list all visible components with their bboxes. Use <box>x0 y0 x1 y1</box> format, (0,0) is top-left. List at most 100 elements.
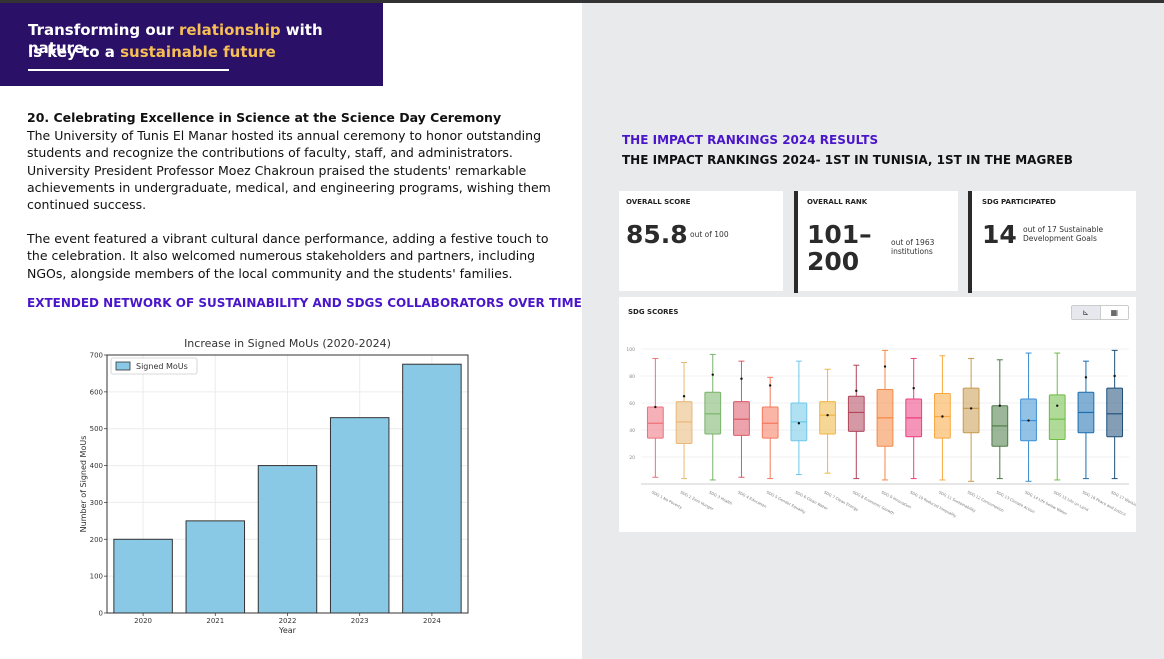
bar <box>113 538 173 614</box>
sdg-category-label: SDG 3 Health <box>708 489 733 506</box>
legend-swatch <box>115 361 131 371</box>
overall-rank-card: OVERALL RANK 101– 200 out of 1963 instit… <box>798 191 958 291</box>
y-tick-label: 400 <box>90 462 103 470</box>
y-tick-label: 500 <box>90 425 103 433</box>
x-tick-label: 2023 <box>351 617 369 625</box>
paragraph-line: The event featured a vibrant cultural da… <box>27 231 549 246</box>
sdg-participated-suffix-1: out of 17 Sustainable <box>1023 225 1104 234</box>
plot-frame <box>106 354 469 614</box>
sdg-box <box>1048 394 1066 440</box>
score-marker <box>826 413 829 417</box>
article-paragraph-2: The event featured a vibrant cultural da… <box>27 230 552 282</box>
banner-line-1: Transforming our relationship with natur… <box>28 21 383 57</box>
sdg-participated-value: 14 <box>982 220 1017 249</box>
sdg-box <box>962 387 980 434</box>
score-marker <box>1056 404 1059 407</box>
sdg-category-label: SDG 4 Education <box>737 489 768 509</box>
y-axis-label: Number of Signed MoUs <box>79 436 88 533</box>
score-marker <box>797 422 801 425</box>
score-marker <box>740 377 743 380</box>
chart-view-icon[interactable]: ⊾ <box>1072 306 1101 319</box>
x-tick-label: 2020 <box>134 617 152 625</box>
y-tick-label: 700 <box>90 352 103 360</box>
y-tick-label: 80 <box>629 374 635 380</box>
y-tick-label: 40 <box>629 428 635 434</box>
score-marker <box>1027 419 1030 422</box>
sdg-category-label: SDG 1 No Poverty <box>651 489 684 510</box>
sdg-participated-card: SDG PARTICIPATED 14 out of 17 Sustainabl… <box>972 191 1136 291</box>
y-tick-label: 200 <box>90 536 103 544</box>
banner-text: with nature <box>28 21 323 57</box>
impact-title: THE IMPACT RANKINGS 2024 RESULTS <box>622 133 879 147</box>
mou-bar-chart: Increase in Signed MoUs (2020-2024) 0 100 2… <box>79 337 469 635</box>
sdg-participated-label: SDG PARTICIPATED <box>982 198 1056 206</box>
card-separator <box>968 191 972 293</box>
sdg-box <box>704 391 722 435</box>
overall-score-value: 85.8 <box>626 220 688 249</box>
score-marker <box>1084 376 1088 379</box>
table-view-icon[interactable]: ▦ <box>1110 308 1119 317</box>
sdg-category-label: SDG 10 Reduced Inequality <box>909 489 958 518</box>
overall-rank-suffix-2: institutions <box>891 247 933 256</box>
article-heading: 20. Celebrating Excellence in Science at… <box>27 110 502 125</box>
banner-text: Transforming our <box>28 21 179 39</box>
sdg-box <box>733 401 750 436</box>
sdg-box <box>819 401 836 435</box>
bar <box>257 465 318 614</box>
legend-label: Signed MoUs <box>136 362 188 371</box>
article-paragraph-1: The University of Tunis El Manar hosted … <box>27 127 552 213</box>
paragraph-line: the celebration. It also welcomed numero… <box>27 248 536 264</box>
sdg-box <box>1106 387 1124 438</box>
x-tick-label: 2024 <box>423 617 441 625</box>
score-marker <box>768 384 772 387</box>
y-tick-label: 0 <box>99 610 103 618</box>
score-marker <box>654 405 657 409</box>
score-marker <box>883 365 887 368</box>
bar <box>402 363 462 614</box>
y-tick-label: 100 <box>90 573 103 581</box>
y-tick-label: 20 <box>629 455 635 461</box>
score-marker <box>855 389 858 393</box>
y-tick-label: 300 <box>90 499 103 507</box>
x-tick-label: 2021 <box>206 617 224 625</box>
bar <box>185 520 246 614</box>
paragraph-line: NGOs, alongside members of the local com… <box>27 265 513 281</box>
network-heading: EXTENDED NETWORK OF SUSTAINABILITY AND S… <box>27 296 582 310</box>
sdg-box <box>675 401 693 444</box>
sdg-box <box>847 395 865 432</box>
banner-text: is key to a <box>28 43 121 61</box>
overall-score-card: OVERALL SCORE 85.8 out of 100 <box>619 191 783 291</box>
overall-rank-value-1: 101– <box>807 220 872 249</box>
y-tick-label: 60 <box>629 401 635 407</box>
paragraph-line: continued success. <box>27 197 147 213</box>
chart-title: Increase in Signed MoUs (2020-2024) <box>184 337 391 350</box>
banner-highlight: relationship <box>178 21 281 39</box>
banner-line-2: is key to a sustainable future <box>28 43 276 61</box>
sdg-box <box>646 406 664 439</box>
overall-score-label: OVERALL SCORE <box>626 198 691 206</box>
banner-underline <box>28 69 229 71</box>
overall-score-suffix: out of 100 <box>690 230 729 239</box>
paragraph-line: The University of Tunis El Manar hosted … <box>27 128 542 143</box>
score-marker <box>941 415 944 418</box>
bar <box>329 417 390 614</box>
card-separator <box>794 191 798 293</box>
x-tick-label: 2022 <box>279 617 297 625</box>
top-border <box>0 0 1164 3</box>
paragraph-line: students and recognize the contributions… <box>27 145 513 161</box>
paragraph-line: University President Professor Moez Chak… <box>27 162 527 178</box>
y-tick-label: 100 <box>626 347 635 353</box>
score-marker <box>998 404 1002 407</box>
banner: Transforming our relationship with natur… <box>0 3 383 86</box>
banner-highlight: sustainable future <box>120 43 276 61</box>
sdg-box <box>761 406 779 439</box>
impact-subtitle: THE IMPACT RANKINGS 2024- 1ST IN TUNISIA… <box>622 153 1073 167</box>
overall-rank-suffix-1: out of 1963 <box>891 238 935 247</box>
score-marker <box>912 386 915 390</box>
view-toggle[interactable]: ⊾ ▦ <box>1071 305 1129 320</box>
legend-box <box>110 357 198 375</box>
overall-rank-label: OVERALL RANK <box>807 198 868 206</box>
x-axis-label: Year <box>278 626 297 635</box>
overall-rank-value-2: 200 <box>807 247 860 276</box>
